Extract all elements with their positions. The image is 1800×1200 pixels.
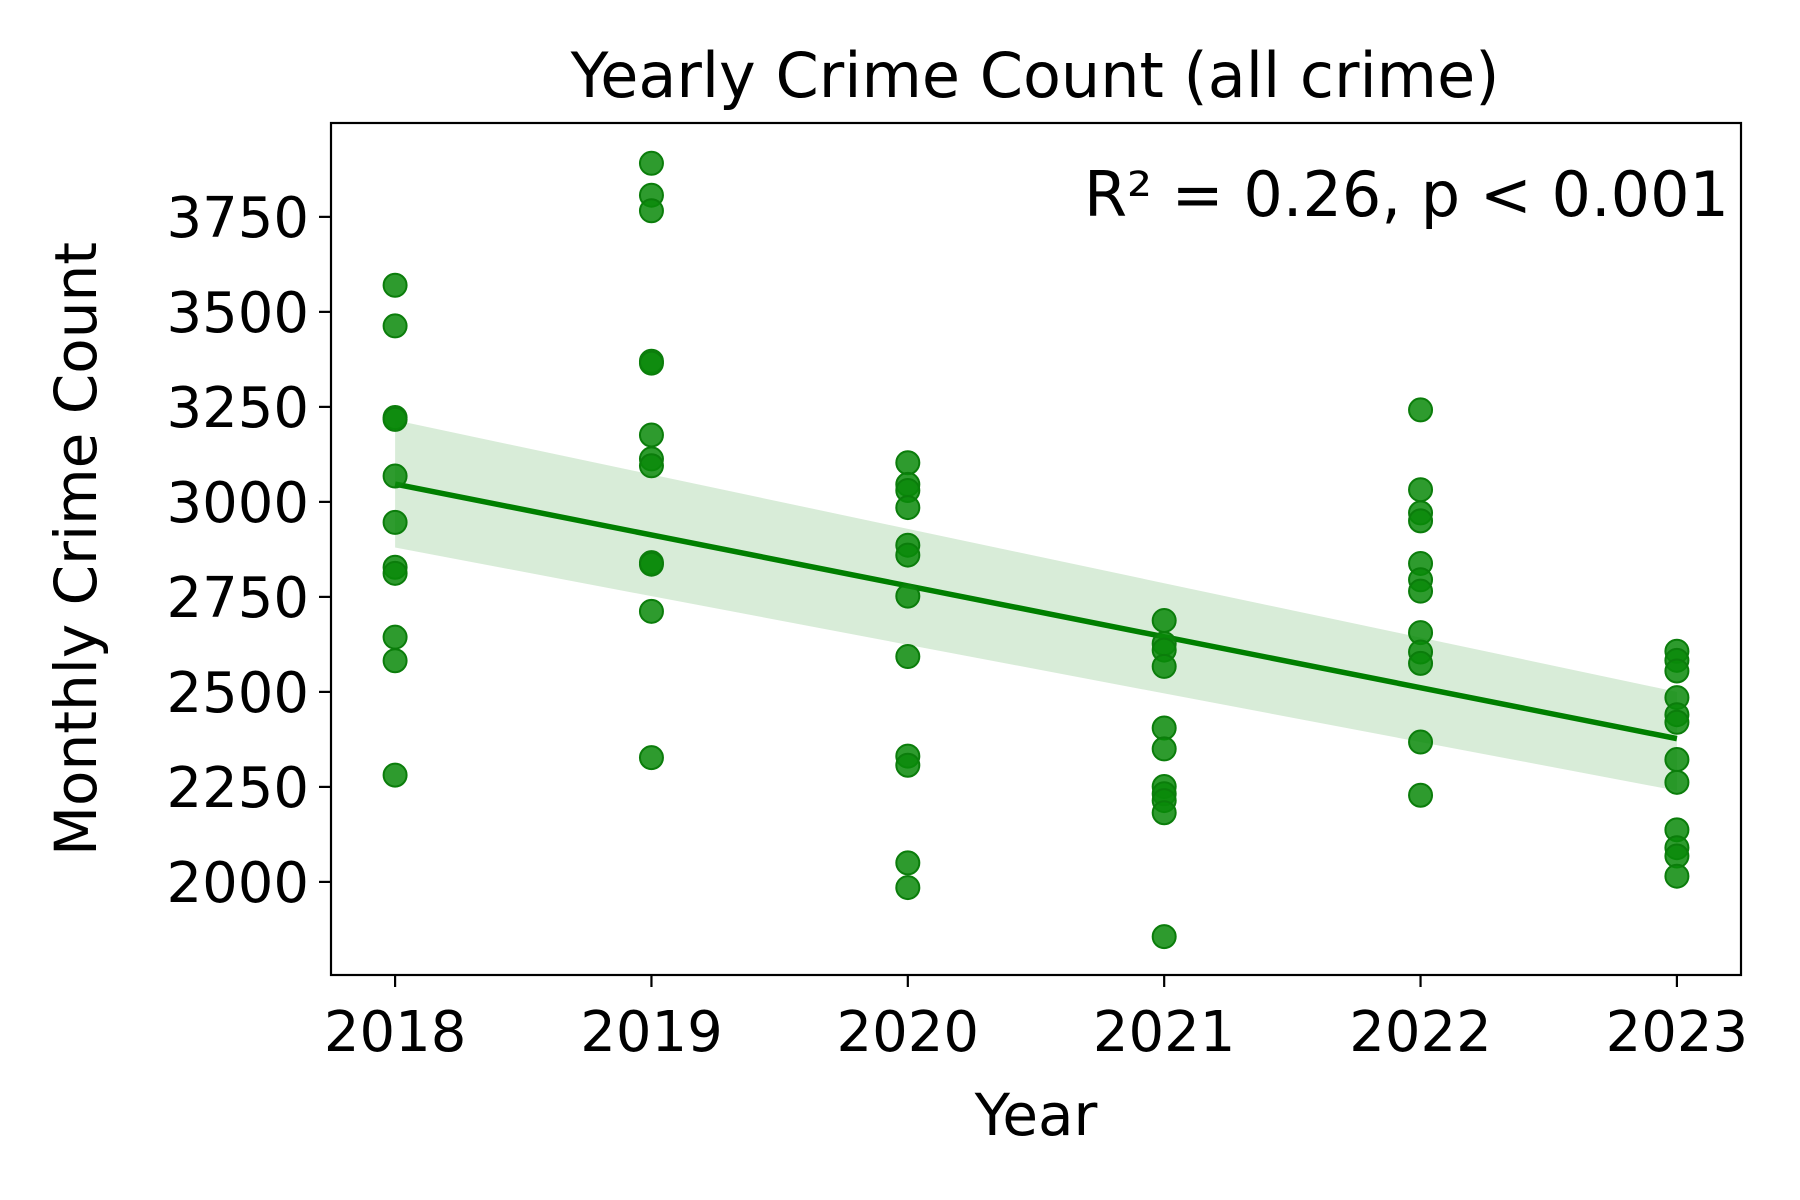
data-point: [382, 463, 408, 489]
data-point: [895, 495, 921, 521]
regression-annotation: R² = 0.26, p < 0.001: [1084, 158, 1729, 231]
plot-frame: [329, 121, 1743, 977]
data-point: [895, 850, 921, 876]
data-point: [895, 875, 921, 901]
x-tick-label: 2020: [837, 1000, 980, 1065]
data-point: [895, 450, 921, 476]
data-point: [895, 583, 921, 609]
data-point: [1664, 863, 1690, 889]
data-point: [638, 350, 664, 376]
data-point: [1408, 782, 1434, 808]
y-tick-label: 2750: [166, 566, 309, 631]
data-point: [895, 542, 921, 568]
regression-line: [394, 481, 1678, 742]
data-point: [1664, 747, 1690, 773]
data-point: [382, 272, 408, 298]
data-point: [638, 150, 664, 176]
data-point: [382, 509, 408, 535]
data-point: [382, 624, 408, 650]
y-tick-label: 2250: [166, 756, 309, 821]
data-point: [638, 745, 664, 771]
regression-line-layer: [394, 481, 1678, 742]
data-point: [1408, 650, 1434, 676]
data-point: [1151, 800, 1177, 826]
data-point: [638, 453, 664, 479]
x-tick-label: 2021: [1093, 1000, 1236, 1065]
data-point: [1151, 736, 1177, 762]
data-point: [1408, 578, 1434, 604]
data-point: [382, 406, 408, 432]
data-point: [1664, 709, 1690, 735]
data-point: [1151, 607, 1177, 633]
data-point: [382, 648, 408, 674]
data-point: [1664, 658, 1690, 684]
y-tick-label: 3750: [166, 186, 309, 251]
data-point: [1151, 653, 1177, 679]
data-point: [1408, 477, 1434, 503]
data-point: [1408, 729, 1434, 755]
x-axis-ticks: 2018 2019 2020 2021 2022 2023: [324, 975, 1748, 1065]
data-points-layer: [382, 150, 1690, 950]
y-tick-label: 3250: [166, 376, 309, 441]
x-tick-label: 2019: [580, 1000, 723, 1065]
data-point: [1664, 769, 1690, 795]
data-point: [382, 560, 408, 586]
y-tick-label: 2000: [166, 851, 309, 916]
y-tick-label: 3000: [166, 471, 309, 536]
data-point: [1151, 924, 1177, 950]
y-axis-label: Monthly Crime Count: [42, 242, 110, 856]
data-point: [895, 644, 921, 670]
data-point: [895, 752, 921, 778]
data-point: [638, 422, 664, 448]
confidence-band: [395, 420, 1677, 791]
data-point: [1408, 508, 1434, 534]
data-point: [382, 313, 408, 339]
y-tick-label: 2500: [166, 661, 309, 726]
y-tick-label: 3500: [166, 281, 309, 346]
chart-title: Yearly Crime Count (all crime): [570, 39, 1500, 112]
x-axis-label: Year: [974, 1081, 1098, 1149]
x-tick-label: 2022: [1349, 1000, 1492, 1065]
data-point: [1408, 397, 1434, 423]
y-axis-ticks: 2000 2250 2500 2750 3000 3250 3500 3750: [166, 186, 331, 916]
data-point: [638, 198, 664, 224]
data-point: [638, 551, 664, 577]
data-point: [638, 598, 664, 624]
confidence-band-layer: [395, 420, 1677, 791]
x-tick-label: 2018: [324, 1000, 467, 1065]
data-point: [382, 762, 408, 788]
data-point: [1151, 715, 1177, 741]
x-tick-label: 2023: [1606, 1000, 1749, 1065]
